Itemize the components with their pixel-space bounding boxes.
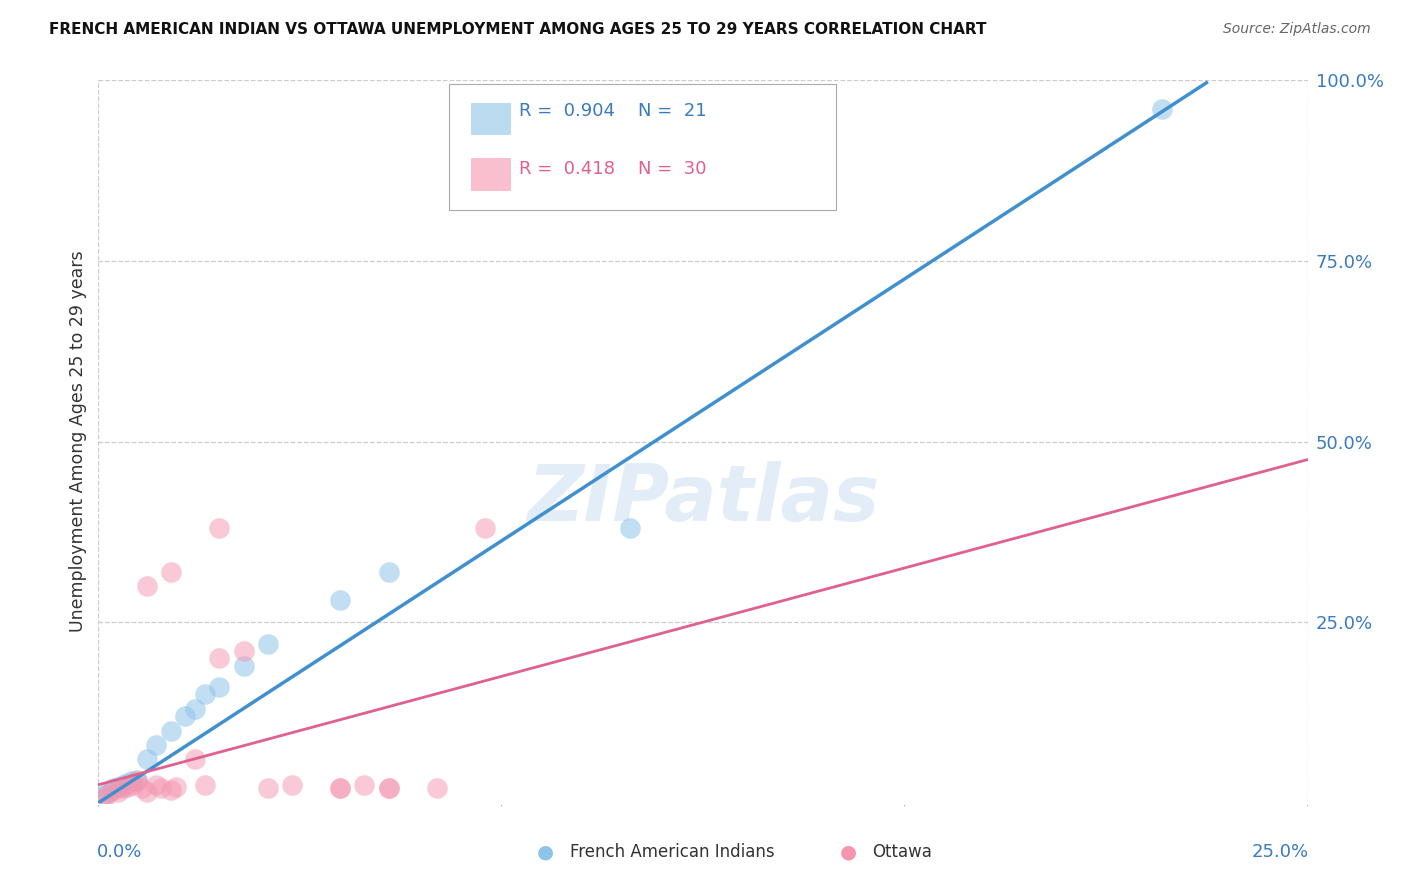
- FancyBboxPatch shape: [471, 103, 509, 135]
- Point: [117, 780, 139, 794]
- Text: 0.0%: 0.0%: [97, 843, 142, 861]
- Point: [208, 521, 231, 535]
- Point: [1152, 102, 1174, 116]
- Point: [145, 778, 167, 792]
- Point: [107, 785, 129, 799]
- Y-axis label: Unemployment Among Ages 25 to 29 years: Unemployment Among Ages 25 to 29 years: [69, 251, 87, 632]
- Point: [281, 778, 304, 792]
- Point: [165, 780, 187, 794]
- Point: [232, 644, 254, 658]
- Point: [208, 680, 231, 694]
- Text: Source: ZipAtlas.com: Source: ZipAtlas.com: [1223, 22, 1371, 37]
- Point: [101, 782, 124, 797]
- Point: [194, 778, 217, 792]
- Text: ZIPatlas: ZIPatlas: [527, 461, 879, 537]
- Point: [426, 781, 449, 796]
- Point: [121, 778, 143, 792]
- Point: [127, 772, 149, 787]
- Point: [329, 781, 352, 796]
- Point: [208, 651, 231, 665]
- Point: [111, 778, 134, 792]
- FancyBboxPatch shape: [449, 84, 837, 211]
- Point: [377, 565, 399, 579]
- Point: [184, 702, 207, 716]
- Point: [127, 774, 149, 789]
- Text: R =  0.418    N =  30: R = 0.418 N = 30: [519, 161, 707, 178]
- Point: [194, 687, 217, 701]
- Point: [619, 521, 641, 535]
- Point: [474, 521, 496, 535]
- Point: [160, 723, 183, 738]
- Point: [117, 775, 139, 789]
- Point: [121, 774, 143, 789]
- Point: [184, 752, 207, 766]
- Point: [329, 781, 352, 796]
- Point: [377, 781, 399, 796]
- Text: French American Indians: French American Indians: [569, 843, 775, 861]
- Point: [91, 789, 114, 803]
- Point: [131, 781, 153, 796]
- Point: [160, 565, 183, 579]
- Point: [135, 579, 157, 593]
- Text: FRENCH AMERICAN INDIAN VS OTTAWA UNEMPLOYMENT AMONG AGES 25 TO 29 YEARS CORRELAT: FRENCH AMERICAN INDIAN VS OTTAWA UNEMPLO…: [49, 22, 987, 37]
- Text: ●: ●: [537, 843, 554, 862]
- Point: [329, 593, 352, 607]
- Point: [135, 752, 157, 766]
- Point: [256, 637, 278, 651]
- Text: 25.0%: 25.0%: [1251, 843, 1309, 861]
- Text: Ottawa: Ottawa: [872, 843, 932, 861]
- Text: ●: ●: [839, 843, 856, 862]
- Point: [97, 785, 120, 799]
- Point: [101, 781, 124, 796]
- Point: [145, 738, 167, 752]
- Point: [97, 787, 120, 801]
- FancyBboxPatch shape: [471, 158, 509, 190]
- Point: [174, 709, 197, 723]
- Point: [256, 781, 278, 796]
- Point: [150, 781, 173, 796]
- Point: [232, 658, 254, 673]
- Point: [91, 792, 114, 806]
- Point: [107, 780, 129, 794]
- Point: [111, 781, 134, 796]
- Text: R =  0.904    N =  21: R = 0.904 N = 21: [519, 103, 707, 120]
- Point: [135, 785, 157, 799]
- Point: [353, 778, 375, 792]
- Point: [377, 781, 399, 796]
- Point: [160, 782, 183, 797]
